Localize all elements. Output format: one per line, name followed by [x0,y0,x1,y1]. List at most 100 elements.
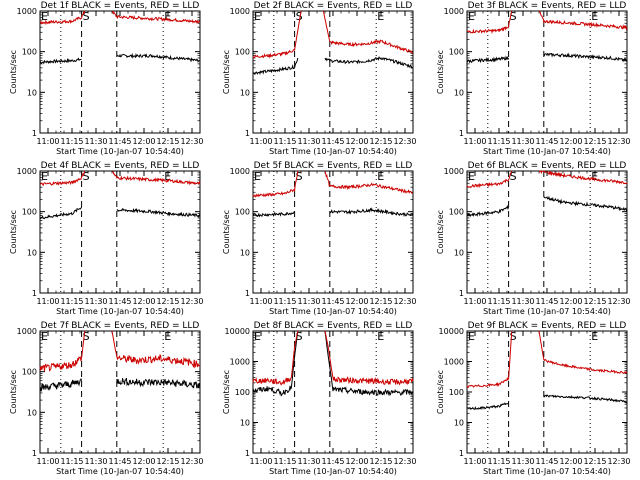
x-tick-label: 11:45 [108,137,131,146]
events-series-line [466,55,510,64]
x-tick-label: 12:00 [132,457,155,466]
axes-box [466,170,628,294]
x-tick-label: 11:00 [249,297,272,306]
y-axis-label: Counts/sec [9,210,18,254]
events-series-line [39,378,83,392]
time-marker-label: S [296,170,303,183]
x-axis-label: Start Time (10-Jan-07 10:54:40) [483,467,611,476]
y-tick-label: 100 [22,208,37,217]
time-marker-label: S [296,330,303,343]
events-series-line [39,57,82,65]
y-tick-label: 1000 [17,7,37,16]
panel-title: Det 7f BLACK = Events, RED = LLD [41,321,200,331]
x-tick-label: 11:30 [84,137,107,146]
x-tick-label: 11:00 [463,457,486,466]
y-tick-label: 1 [459,289,464,298]
y-axis-label: Counts/sec [222,370,231,414]
time-marker-label: E [591,330,598,343]
x-tick-label: 11:30 [511,297,534,306]
y-tick-label: 1000 [444,7,464,16]
x-axis-label: Start Time (10-Jan-07 10:54:40) [483,147,611,156]
x-tick-label: 11:00 [36,137,59,146]
y-tick-label: 1000 [444,167,464,176]
x-tick-label: 12:00 [345,297,368,306]
x-tick-label: 12:30 [607,457,630,466]
x-tick-label: 11:45 [321,137,344,146]
y-tick-label: 1 [32,129,37,138]
lld-series-line [466,330,513,389]
x-tick-label: 11:15 [273,457,296,466]
x-tick-label: 11:45 [108,297,131,306]
y-tick-label: 1 [245,449,250,458]
plot-panel-7: Det 7f BLACK = Events, RED = LLD 1 10 100 10… [9,321,204,476]
y-tick-label: 100 [22,48,37,57]
x-tick-label: 11:45 [535,297,558,306]
lld-series-line [466,170,513,189]
y-axis-label: Counts/sec [9,370,18,414]
x-tick-label: 12:30 [607,297,630,306]
x-tick-label: 12:00 [345,457,368,466]
time-marker-label: E [41,10,48,23]
y-tick-label: 1000 [17,167,37,176]
plot-panel-6: Det 6f BLACK = Events, RED = LLD 1 10 100 10… [436,161,631,316]
panel-title: Det 5f BLACK = Events, RED = LLD [254,161,413,171]
y-tick-label: 1 [245,129,250,138]
panel-title: Det 3f BLACK = Events, RED = LLD [468,1,627,11]
time-marker-label: E [591,170,598,183]
time-marker-label: E [254,170,261,183]
x-tick-label: 12:00 [345,137,368,146]
lld-series-line [111,171,201,186]
x-tick-label: 12:30 [607,137,630,146]
x-tick-label: 12:15 [583,457,606,466]
x-tick-label: 12:15 [156,457,179,466]
y-tick-label: 10 [454,88,464,97]
x-tick-label: 11:15 [487,297,510,306]
axes-box [466,10,628,134]
time-marker-label: E [468,170,475,183]
x-tick-label: 12:30 [393,137,416,146]
events-series-line [324,330,414,397]
axes-box [39,10,201,134]
x-tick-label: 12:15 [369,137,392,146]
time-marker-label: E [591,10,598,23]
x-tick-label: 11:30 [511,137,534,146]
y-tick-label: 100 [235,48,250,57]
x-tick-label: 11:15 [487,457,510,466]
y-tick-label: 1 [32,289,37,298]
y-tick-label: 100 [449,388,464,397]
time-marker-label: E [377,170,384,183]
x-tick-label: 11:15 [273,137,296,146]
time-marker-label: S [510,170,517,183]
time-marker-label: E [41,170,48,183]
y-tick-label: 1 [459,129,464,138]
x-tick-label: 11:30 [84,297,107,306]
x-tick-label: 12:30 [180,297,203,306]
time-marker-label: E [164,10,171,23]
events-series-line [324,56,414,69]
y-axis-label: Counts/sec [436,370,445,414]
plot-panel-4: Det 4f BLACK = Events, RED = LLD 1 10 100 10… [9,161,204,316]
y-tick-label: 1000 [230,7,250,16]
y-tick-label: 10 [240,88,250,97]
lld-series-line [466,10,513,34]
lld-series-line [538,330,628,375]
y-tick-label: 10 [27,248,37,257]
lld-series-line [324,330,414,386]
lld-series-line [252,10,302,59]
y-tick-label: 10 [454,419,464,428]
panel-title: Det 2f BLACK = Events, RED = LLD [254,1,413,11]
x-tick-label: 12:00 [559,297,582,306]
y-tick-label: 100 [22,368,37,377]
x-axis-label: Start Time (10-Jan-07 10:54:40) [269,147,397,156]
y-axis-label: Counts/sec [9,50,18,94]
plot-panel-9: Det 9f BLACK = Events, RED = LLD 1 10 100 10… [436,321,631,476]
y-axis-label: Counts/sec [436,210,445,254]
axes-box [252,10,414,134]
x-tick-label: 11:15 [60,297,83,306]
y-axis-label: Counts/sec [436,50,445,94]
events-series-line [543,195,628,212]
panel-title: Det 1f BLACK = Events, RED = LLD [41,1,200,11]
events-series-line [466,402,510,411]
y-tick-label: 10 [454,248,464,257]
